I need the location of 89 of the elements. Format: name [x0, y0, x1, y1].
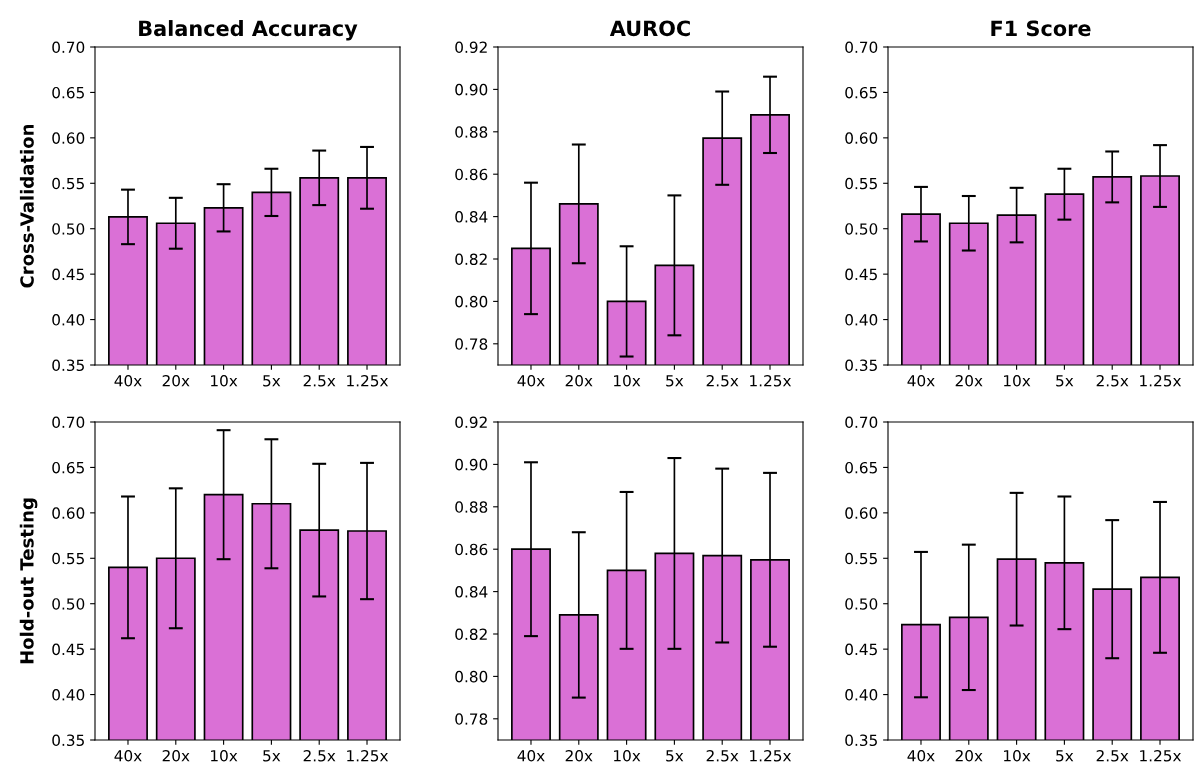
- x-tick-label: 5x: [263, 750, 281, 762]
- x-tick-label: 40x: [114, 374, 142, 387]
- y-tick-label: 0.40: [845, 314, 878, 326]
- y-axis-title: Hold-out Testing: [19, 498, 38, 664]
- x-tick-label: 10x: [211, 749, 238, 762]
- y-tick-label: 0.92: [455, 41, 487, 54]
- x-tick-label: 20x: [565, 749, 593, 762]
- x-tick-label: 5x: [1056, 375, 1074, 387]
- y-tick-label: 0.70: [845, 416, 878, 429]
- x-tick-label: 40x: [517, 374, 545, 387]
- y-tick-label: 0.78: [455, 338, 488, 350]
- x-tick-label: 2.5x: [303, 749, 336, 762]
- y-tick-label: 0.60: [52, 507, 85, 519]
- y-tick-label: 0.82: [455, 253, 487, 266]
- x-tick-label: 10x: [614, 374, 641, 387]
- y-tick-label: 0.84: [455, 586, 488, 598]
- x-tick-label: 40x: [907, 749, 935, 762]
- x-tick-label: 10x: [1004, 374, 1031, 387]
- y-tick-label: 0.92: [455, 416, 487, 429]
- x-tick-label: 5x: [666, 375, 684, 387]
- y-tick-label: 0.82: [455, 628, 487, 641]
- y-tick-label: 0.70: [52, 416, 85, 429]
- y-tick-label: 0.55: [845, 177, 877, 190]
- y-tick-label: 0.60: [52, 132, 85, 144]
- x-tick-label: 10x: [614, 749, 641, 762]
- y-tick-label: 0.40: [52, 314, 85, 326]
- x-tick-label: 40x: [907, 374, 935, 387]
- y-tick-label: 0.35: [52, 734, 84, 747]
- x-tick-label: 20x: [955, 374, 983, 387]
- x-tick-label: 1.25x: [1140, 374, 1182, 387]
- x-tick-label: 1.25x: [347, 749, 389, 762]
- y-tick-label: 0.90: [455, 83, 488, 96]
- y-tick-label: 0.35: [845, 734, 877, 747]
- y-tick-label: 0.55: [52, 177, 84, 190]
- y-tick-label: 0.35: [52, 359, 84, 372]
- y-axis-title: Cross-Validation: [19, 124, 34, 288]
- x-tick-label: 20x: [162, 749, 190, 762]
- y-tick-label: 0.70: [52, 41, 85, 54]
- x-tick-label: 10x: [211, 374, 238, 387]
- y-tick-label: 0.86: [455, 543, 488, 556]
- y-tick-label: 0.65: [52, 86, 84, 99]
- x-tick-label: 5x: [1056, 750, 1074, 762]
- x-tick-label: 2.5x: [1096, 374, 1129, 387]
- y-tick-label: 0.35: [845, 359, 877, 372]
- x-tick-label: 2.5x: [303, 374, 336, 387]
- y-tick-label: 0.45: [845, 268, 877, 281]
- x-tick-label: 1.25x: [750, 374, 792, 387]
- y-tick-label: 0.45: [845, 643, 877, 656]
- y-tick-label: 0.55: [845, 552, 877, 565]
- y-tick-label: 0.60: [845, 132, 878, 144]
- x-tick-label: 1.25x: [1140, 749, 1182, 762]
- x-tick-label: 1.25x: [750, 749, 792, 762]
- y-tick-label: 0.45: [52, 643, 84, 656]
- y-tick-label: 0.50: [845, 223, 878, 235]
- y-tick-label: 0.88: [455, 126, 488, 138]
- y-tick-label: 0.65: [845, 461, 877, 474]
- y-tick-label: 0.70: [845, 41, 878, 54]
- x-tick-label: 5x: [263, 375, 281, 387]
- x-tick-label: 5x: [666, 750, 684, 762]
- x-tick-label: 2.5x: [706, 374, 739, 387]
- y-tick-label: 0.65: [52, 461, 84, 474]
- y-tick-label: 0.78: [455, 713, 488, 725]
- chart-title: AUROC: [609, 20, 690, 37]
- x-tick-label: 20x: [955, 749, 983, 762]
- chart-title: F1 Score: [991, 20, 1091, 37]
- chart-title: Balanced Accuracy: [139, 20, 358, 41]
- y-tick-label: 0.60: [845, 507, 878, 519]
- y-tick-label: 0.50: [845, 598, 878, 610]
- y-tick-label: 0.84: [455, 211, 488, 223]
- y-tick-label: 0.40: [52, 689, 85, 701]
- y-tick-label: 0.88: [455, 501, 488, 513]
- y-tick-label: 0.65: [845, 86, 877, 99]
- y-tick-label: 0.90: [455, 458, 488, 471]
- y-tick-label: 0.80: [455, 295, 488, 308]
- x-tick-label: 1.25x: [347, 374, 389, 387]
- y-tick-label: 0.55: [52, 552, 84, 565]
- x-tick-label: 2.5x: [706, 749, 739, 762]
- y-tick-label: 0.45: [52, 268, 84, 281]
- x-tick-label: 40x: [517, 749, 545, 762]
- x-tick-label: 10x: [1004, 749, 1031, 762]
- y-tick-label: 0.86: [455, 168, 488, 181]
- y-tick-label: 0.40: [845, 689, 878, 701]
- x-tick-label: 20x: [565, 374, 593, 387]
- y-tick-label: 0.50: [52, 223, 85, 235]
- y-tick-label: 0.50: [52, 598, 85, 610]
- x-tick-label: 20x: [162, 374, 190, 387]
- y-tick-label: 0.80: [455, 670, 488, 683]
- x-tick-label: 40x: [114, 749, 142, 762]
- x-tick-label: 2.5x: [1096, 749, 1129, 762]
